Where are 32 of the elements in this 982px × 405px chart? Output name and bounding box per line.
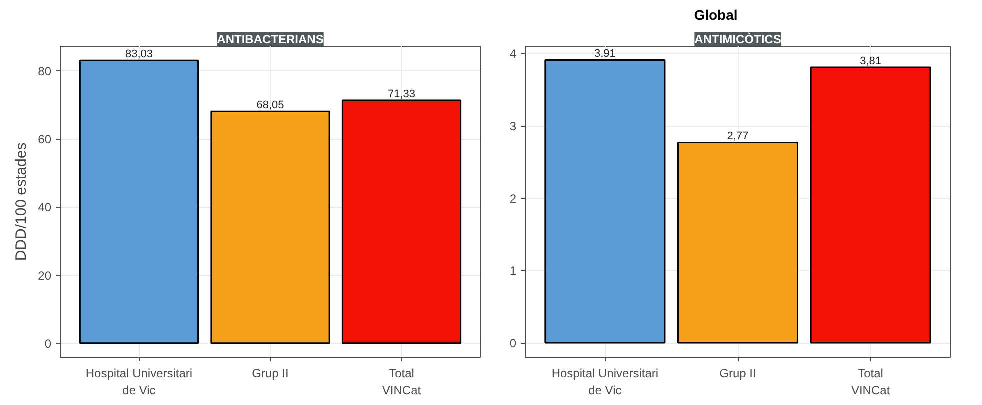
y-tick-label: 4 — [510, 47, 517, 62]
x-tick-label: Total VINCat — [382, 366, 422, 398]
y-tick-label: 0 — [510, 336, 517, 351]
y-tick-label: 0 — [44, 336, 52, 351]
bar — [810, 66, 932, 344]
text: Global — [694, 6, 738, 25]
y-tick-label: 3 — [510, 120, 517, 134]
data-label: 2,77 — [727, 130, 749, 143]
bar — [210, 110, 330, 344]
y-tick-label: 2 — [510, 192, 517, 206]
data-label: 71,33 — [388, 88, 416, 100]
y-tick-label: 80 — [38, 64, 52, 78]
bar — [677, 142, 799, 344]
y-tick-label: 60 — [38, 132, 52, 147]
bar — [79, 60, 200, 344]
x-tick-label: Total VINCat — [851, 366, 891, 398]
data-label: 83,03 — [125, 48, 154, 61]
y-tick-label: 40 — [38, 200, 52, 215]
x-tick-label: Grup II — [252, 366, 289, 380]
chart-title: ANTIMICÒTICS — [694, 32, 782, 46]
bar — [544, 59, 666, 344]
y-tick-label: 20 — [38, 268, 52, 283]
data-label: 3,81 — [860, 55, 882, 68]
x-tick-label: Hospital Universitari de Vic — [86, 366, 193, 398]
y-tick-label: 1 — [510, 264, 517, 278]
data-label: 68,05 — [256, 100, 284, 112]
x-tick-label: Grup II — [720, 366, 756, 380]
y-axis-title: DDD/100 estades — [13, 142, 30, 262]
bar — [342, 100, 462, 344]
x-tick-label: Hospital Universitari de Vic — [552, 366, 659, 398]
data-label: 3,91 — [594, 48, 616, 60]
chart-title: ANTIBACTERIANS — [217, 32, 324, 46]
